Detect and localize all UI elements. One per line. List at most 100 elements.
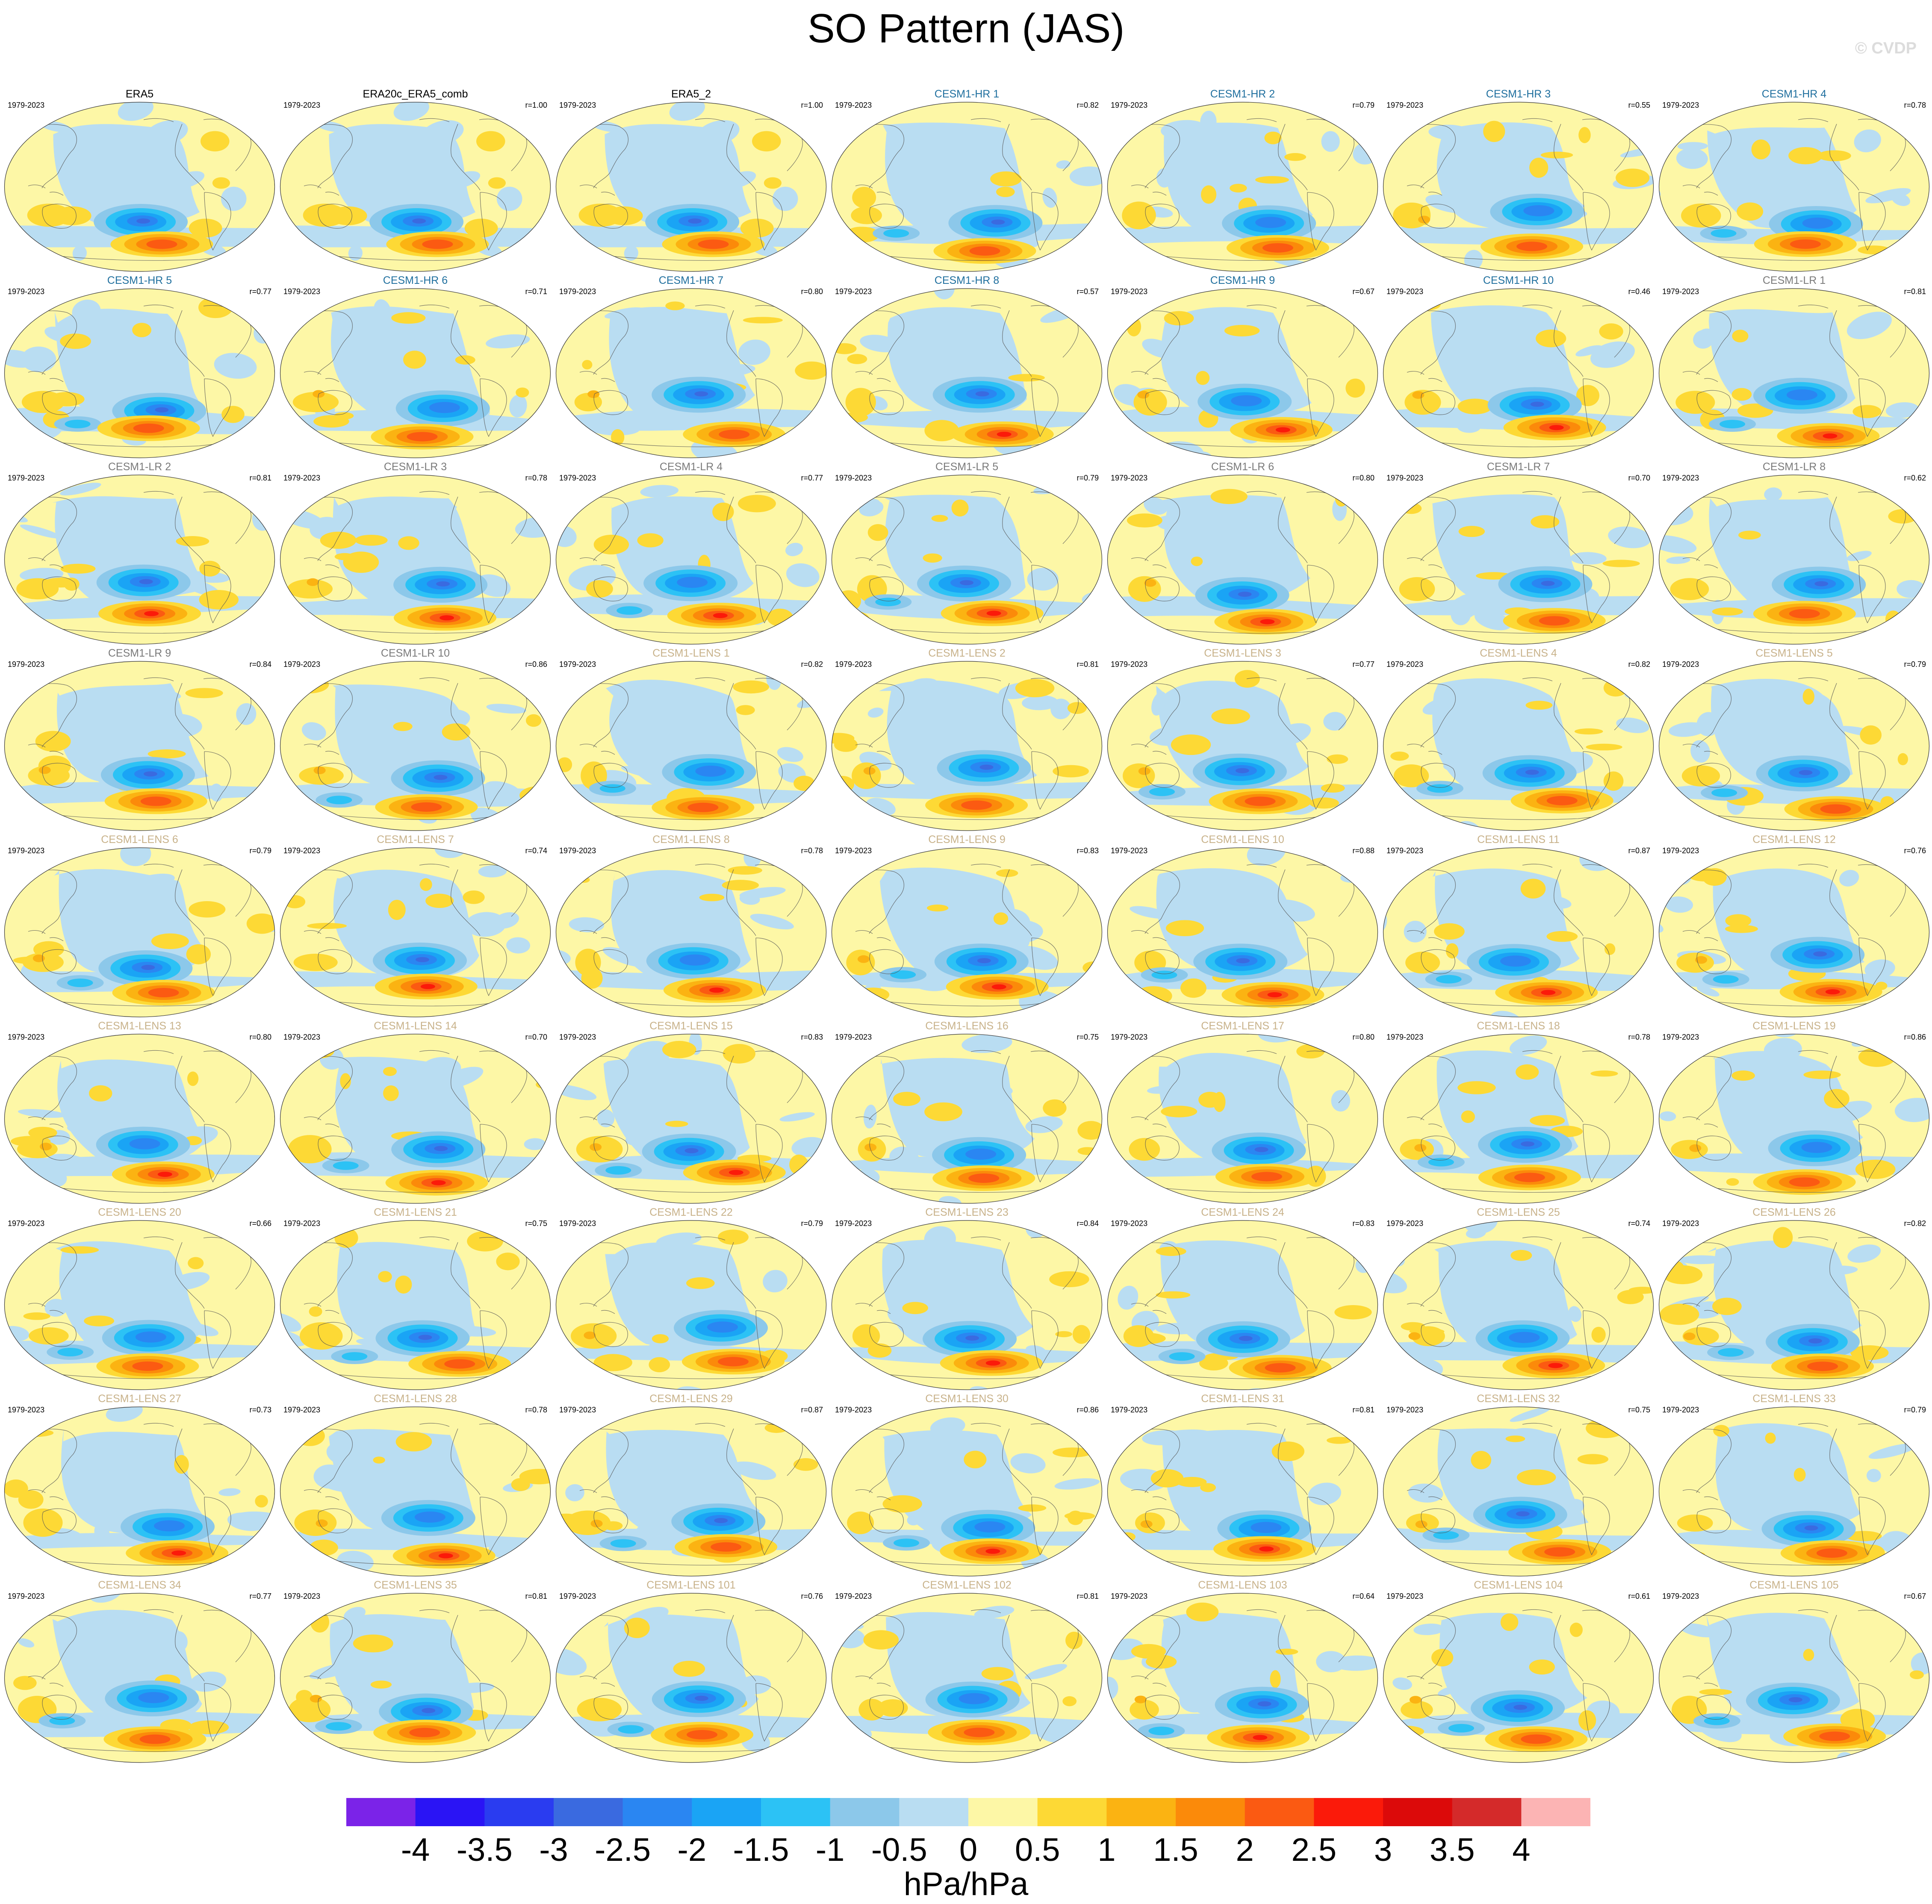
panel-title: CESM1-LENS 19 (1752, 1020, 1836, 1032)
world-map (280, 1220, 551, 1390)
panel-title: CESM1-HR 10 (1483, 274, 1554, 286)
panel-title: CESM1-LENS 103 (1198, 1579, 1287, 1591)
panel-title: CESM1-LENS 27 (98, 1393, 181, 1405)
colorbar-tick-label: 3.5 (1429, 1832, 1475, 1868)
panel-period: 1979-2023 (1111, 1406, 1148, 1414)
panel-period: 1979-2023 (1662, 1219, 1699, 1228)
panel-period: 1979-2023 (1386, 1219, 1424, 1228)
world-map (555, 1593, 827, 1763)
panel-title: CESM1-HR 5 (107, 274, 172, 286)
world-map (1658, 661, 1930, 831)
panel-correlation: r=0.81 (1077, 1592, 1099, 1600)
panel-title: CESM1-LENS 24 (1201, 1206, 1284, 1218)
panel-correlation: r=0.81 (525, 1592, 547, 1600)
panel-title: CESM1-LENS 21 (374, 1206, 457, 1218)
panel-title: CESM1-LENS 15 (649, 1020, 733, 1032)
panel-correlation: r=0.62 (1904, 474, 1926, 482)
world-map (280, 661, 551, 831)
world-map (831, 1220, 1103, 1390)
map-panel: CESM1-HR 8 1979-2023 r=0.57 (829, 274, 1105, 460)
colorbar-tick-label: 4 (1512, 1832, 1531, 1868)
world-map (1107, 847, 1378, 1017)
panel-title: CESM1-LENS 12 (1752, 834, 1836, 846)
panel-title: CESM1-HR 7 (658, 274, 724, 286)
colorbar-tick-label: -1 (815, 1832, 845, 1868)
world-map (1658, 475, 1930, 645)
panel-period: 1979-2023 (283, 660, 321, 669)
colorbar-tick-label: -1.5 (733, 1832, 789, 1868)
panel-title: CESM1-LENS 11 (1477, 834, 1560, 846)
panel-correlation: r=0.46 (1628, 287, 1650, 296)
panel-title: CESM1-HR 2 (1210, 88, 1275, 100)
colorbar-tick-label: 2 (1236, 1832, 1254, 1868)
world-map (1658, 847, 1930, 1017)
panel-period: 1979-2023 (8, 846, 45, 855)
panel-correlation: r=0.83 (1352, 1219, 1375, 1228)
panel-period: 1979-2023 (559, 1219, 596, 1228)
world-map (280, 1593, 551, 1763)
colorbar-tick-label: -3 (539, 1832, 568, 1868)
map-panel: CESM1-LENS 12 1979-2023 r=0.76 (1656, 833, 1932, 1020)
panel-title: CESM1-LR 6 (1211, 461, 1274, 473)
panel-period: 1979-2023 (1111, 846, 1148, 855)
panel-title: CESM1-LR 3 (383, 461, 447, 473)
panel-title: CESM1-LENS 31 (1201, 1393, 1284, 1405)
panel-correlation: r=0.79 (1904, 1406, 1926, 1414)
panel-correlation: r=0.67 (1352, 287, 1375, 296)
panel-period: 1979-2023 (8, 101, 45, 109)
page-title: SO Pattern (JAS) (807, 6, 1125, 51)
colorbar-tick-label: 3 (1374, 1832, 1392, 1868)
panel-correlation: r=0.79 (249, 846, 271, 855)
world-map (1383, 475, 1654, 645)
colorbar-swatch (968, 1798, 1038, 1826)
world-map (831, 1406, 1103, 1577)
map-panel: CESM1-LENS 3 1979-2023 r=0.77 (1105, 647, 1380, 833)
panel-title: CESM1-LR 7 (1487, 461, 1550, 473)
panel-period: 1979-2023 (835, 287, 872, 296)
panel-title: CESM1-LENS 20 (98, 1206, 181, 1218)
map-panel: CESM1-HR 2 1979-2023 r=0.79 (1105, 88, 1380, 274)
colorbar-tick-label: 0 (959, 1832, 978, 1868)
panel-period: 1979-2023 (8, 660, 45, 669)
panel-period: 1979-2023 (1662, 101, 1699, 109)
panel-period: 1979-2023 (1662, 846, 1699, 855)
panel-title: CESM1-LENS 5 (1755, 647, 1833, 659)
panel-correlation: r=0.71 (525, 287, 547, 296)
panel-correlation: r=1.00 (525, 101, 547, 109)
watermark: © CVDP (1855, 39, 1917, 57)
map-panel: CESM1-LR 4 1979-2023 r=0.77 (553, 460, 829, 647)
map-panel: CESM1-LENS 9 1979-2023 r=0.83 (829, 833, 1105, 1020)
panel-correlation: r=0.78 (525, 1406, 547, 1414)
map-panel: CESM1-LENS 7 1979-2023 r=0.74 (277, 833, 553, 1020)
panel-period: 1979-2023 (835, 1406, 872, 1414)
panel-correlation: r=0.70 (1628, 474, 1650, 482)
panel-title: CESM1-HR 9 (1210, 274, 1275, 286)
panel-period: 1979-2023 (1386, 287, 1424, 296)
panel-correlation: r=0.78 (1904, 101, 1926, 109)
panel-title: CESM1-LENS 8 (652, 834, 730, 846)
panel-title: CESM1-LENS 23 (925, 1206, 1009, 1218)
panel-title: CESM1-LR 8 (1762, 461, 1826, 473)
map-panel: CESM1-HR 6 1979-2023 r=0.71 (277, 274, 553, 460)
world-map (4, 847, 275, 1017)
map-panel: CESM1-LR 9 1979-2023 r=0.84 (2, 647, 277, 833)
panel-title: CESM1-LR 2 (108, 461, 171, 473)
colorbar-swatch (1452, 1798, 1522, 1826)
map-panel: CESM1-LENS 25 1979-2023 r=0.74 (1380, 1206, 1656, 1392)
panel-period: 1979-2023 (559, 1033, 596, 1041)
colorbar-tick-label: -4 (401, 1832, 430, 1868)
colorbar-swatch (1106, 1798, 1176, 1826)
panel-title: CESM1-LENS 29 (649, 1393, 733, 1405)
panel-correlation: r=0.84 (1077, 1219, 1099, 1228)
panel-period: 1979-2023 (283, 1592, 321, 1600)
panel-title: CESM1-LENS 25 (1477, 1206, 1560, 1218)
panel-period: 1979-2023 (1662, 287, 1699, 296)
panel-correlation: r=0.80 (1352, 474, 1375, 482)
panel-period: 1979-2023 (8, 474, 45, 482)
world-map (280, 847, 551, 1017)
map-panel: ERA5 1979-2023 (2, 88, 277, 274)
panel-period: 1979-2023 (1386, 474, 1424, 482)
colorbar-tick-label: -2 (677, 1832, 707, 1868)
map-panel: CESM1-LR 5 1979-2023 r=0.79 (829, 460, 1105, 647)
